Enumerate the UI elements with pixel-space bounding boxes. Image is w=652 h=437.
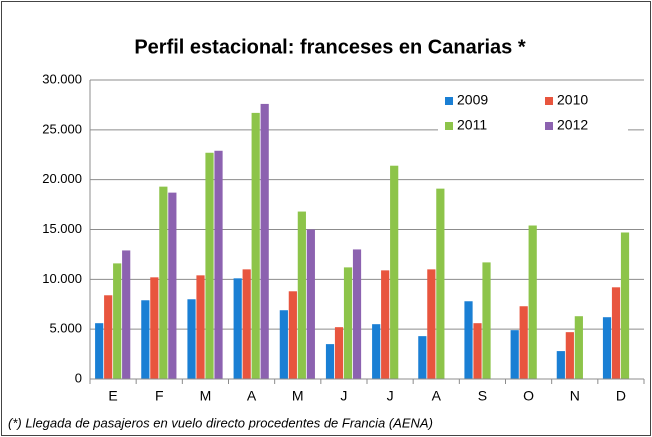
- y-tick-label: 0: [75, 370, 82, 385]
- bar: [187, 299, 196, 379]
- x-tick-label: D: [616, 388, 626, 404]
- x-tick-label: E: [108, 388, 117, 404]
- legend-swatch: [445, 97, 453, 105]
- bar: [418, 336, 427, 379]
- y-tick-label: 5.000: [49, 321, 82, 336]
- bar: [334, 327, 344, 379]
- legend-label: 2009: [457, 92, 488, 108]
- bar: [556, 351, 565, 379]
- bar: [306, 229, 315, 379]
- legend-box: [438, 89, 628, 137]
- legend-label: 2010: [557, 92, 588, 108]
- bar: [352, 249, 362, 379]
- bar: [482, 262, 491, 379]
- bar: [473, 323, 482, 379]
- legend-label: 2011: [457, 117, 487, 133]
- bar: [288, 291, 297, 379]
- x-tick-label: S: [478, 388, 487, 404]
- bar: [519, 306, 528, 379]
- x-tick-label: N: [570, 388, 580, 404]
- bar: [141, 300, 150, 379]
- bar: [168, 192, 177, 379]
- bar: [427, 269, 436, 379]
- legend-swatch: [545, 122, 553, 130]
- bar: [196, 275, 205, 379]
- x-tick-label: J: [387, 388, 394, 404]
- bar: [122, 250, 131, 379]
- y-tick-label: 15.000: [42, 221, 82, 236]
- bar: [611, 287, 621, 379]
- chart-title: Perfil estacional: franceses en Canarias…: [134, 36, 526, 58]
- x-tick-label: J: [340, 388, 347, 404]
- footnote: (*) Llegada de pasajeros en vuelo direct…: [8, 415, 433, 430]
- bar: [381, 270, 390, 379]
- x-tick-label: M: [200, 388, 212, 404]
- bar: [150, 277, 159, 379]
- bar: [95, 323, 104, 379]
- x-tick-label: A: [432, 388, 442, 404]
- bar: [528, 225, 537, 379]
- bar: [436, 188, 445, 379]
- y-tick-label: 25.000: [42, 121, 82, 136]
- bar: [325, 344, 335, 379]
- bar: [343, 267, 353, 379]
- legend-label: 2012: [557, 117, 588, 133]
- x-tick-label: O: [523, 388, 534, 404]
- legend-swatch: [445, 122, 453, 130]
- x-tick-label: A: [247, 388, 257, 404]
- bar: [205, 152, 214, 379]
- y-tick-label: 30.000: [42, 71, 82, 86]
- x-tick-label: F: [155, 388, 164, 404]
- bar: [510, 330, 519, 379]
- bar: [113, 263, 122, 379]
- bar: [104, 295, 113, 379]
- bar: [574, 316, 583, 379]
- bar: [602, 317, 612, 379]
- bar: [464, 301, 473, 379]
- y-tick-label: 10.000: [42, 271, 82, 286]
- bar: [242, 269, 251, 379]
- bar: [565, 332, 574, 379]
- bar: [390, 165, 399, 379]
- bar: [260, 103, 269, 380]
- bar: [297, 211, 306, 379]
- bar: [620, 232, 630, 379]
- bar: [251, 112, 260, 379]
- bar: [233, 278, 242, 379]
- bar: [372, 324, 381, 379]
- x-tick-label: M: [292, 388, 304, 404]
- bar: [279, 310, 288, 379]
- bar: [214, 150, 223, 379]
- legend-swatch: [545, 97, 553, 105]
- bar: [159, 186, 168, 379]
- y-tick-label: 20.000: [42, 171, 82, 186]
